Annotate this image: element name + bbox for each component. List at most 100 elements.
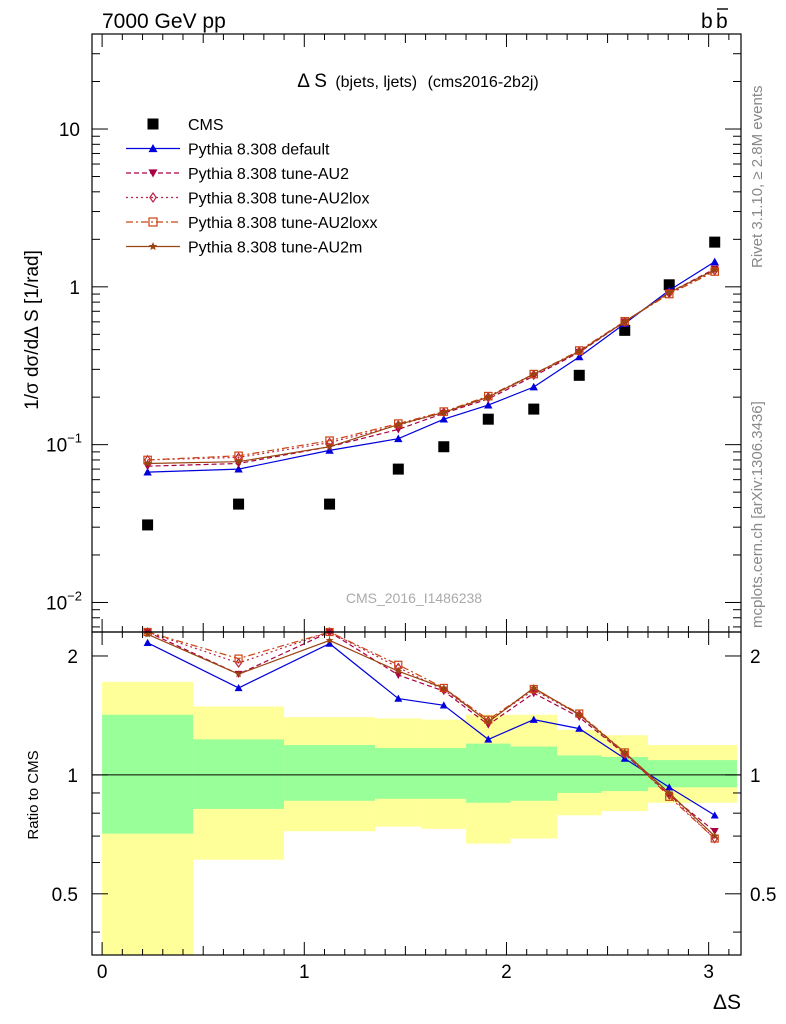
ratio-point-pythia-8-308-default-3 [394, 694, 403, 702]
y-axis-label: 1/σ dσ/dΔ S [1/rad] [22, 250, 43, 410]
plot-title: Δ S (bjets, ljets) (cms2016-2b2j) [297, 71, 538, 92]
ratio-point-pythia-8-308-default-10 [710, 811, 719, 819]
point-cms-8 [619, 324, 631, 336]
ratio-point-pythia-8-308-tune-au2m-2 [325, 636, 334, 644]
legend: CMS Pythia 8.308 default Pythia 8.308 tune… [126, 117, 377, 257]
series-cms [142, 236, 721, 531]
point-pythia-8-308-tune-au2m-6 [529, 369, 538, 378]
x-tick-label-2: 2 [501, 962, 512, 983]
green-band-8 [601, 756, 648, 792]
line-pythia-8-308-tune-au2m [147, 269, 715, 465]
legend-marker-cms [147, 118, 159, 130]
series-pythia-8-308-tune-au2 [143, 265, 719, 471]
main-plot-series [142, 236, 721, 531]
series-pythia-8-308-default [143, 257, 719, 476]
y-tick-label-exp-0: −2 [67, 588, 82, 603]
plot-title-sub2: (cms2016-2b2j) [428, 74, 539, 91]
ratio-point-pythia-8-308-tune-au2m-9 [665, 789, 673, 797]
legend-label-pythia-8-308-tune-au2m: Pythia 8.308 tune-AU2m [188, 240, 362, 257]
green-band-2 [284, 745, 376, 801]
ratio-point-pythia-8-308-tune-au2m-8 [620, 748, 629, 756]
legend-label-pythia-8-308-tune-au2loxx: Pythia 8.308 tune-AU2loxx [188, 215, 377, 232]
point-cms-10 [709, 236, 721, 248]
point-pythia-8-308-default-4 [439, 414, 448, 423]
legend-marker-pythia-8-308-default [148, 144, 158, 153]
green-band-7 [557, 755, 602, 793]
series-pythia-8-308-tune-au2loxx [143, 267, 720, 465]
ratio-frame [91, 631, 742, 956]
line-pythia-8-308-tune-au2 [147, 268, 715, 467]
series-pythia-8-308-tune-au2lox [143, 265, 719, 466]
green-band-6 [510, 746, 558, 801]
point-pythia-8-308-tune-au2m-4 [439, 408, 448, 416]
ratio-point-pythia-8-308-tune-au2m-10 [710, 832, 719, 840]
ratio-tick-label-left-2: 2 [67, 647, 78, 668]
point-pythia-8-308-tune-au2-0 [143, 462, 152, 471]
ratio-tick-label-right-0: 0.5 [750, 885, 776, 906]
ratio-uncertainty-bands [102, 681, 737, 955]
legend-marker-pythia-8-308-tune-au2 [148, 169, 158, 178]
point-pythia-8-308-tune-au2m-9 [665, 288, 674, 296]
point-pythia-8-308-tune-au2m-3 [394, 420, 403, 428]
point-pythia-8-308-tune-au2loxx-5 [483, 391, 493, 401]
line-pythia-8-308-tune-au2lox [147, 269, 715, 461]
ratio-point-pythia-8-308-tune-au2m-3 [394, 667, 403, 675]
point-cms-1 [233, 498, 245, 510]
point-cms-5 [482, 413, 494, 425]
y-tick-label-1: 10−1 [46, 431, 82, 457]
line-pythia-8-308-default [147, 261, 716, 473]
point-cms-0 [142, 519, 154, 531]
ratio-point-pythia-8-308-default-7 [575, 724, 584, 732]
ratio-tick-label-right-1: 1 [750, 766, 761, 787]
point-pythia-8-308-tune-au2m-2 [325, 442, 334, 451]
point-cms-7 [573, 369, 585, 381]
green-band-9 [647, 760, 737, 788]
point-pythia-8-308-default-10 [710, 257, 719, 266]
point-pythia-8-308-tune-au2m-5 [484, 392, 493, 401]
point-cms-6 [528, 403, 540, 415]
y-tick-label-base-1: 10 [46, 436, 67, 457]
header-energy: 7000 GeV pp [102, 10, 226, 33]
point-pythia-8-308-tune-au2m-1 [234, 457, 243, 466]
legend-label-pythia-8-308-default: Pythia 8.308 default [188, 142, 330, 159]
y-tick-label-3: 10 [59, 120, 80, 141]
ratio-point-pythia-8-308-tune-au2m-6 [530, 683, 538, 692]
green-band-0 [102, 714, 194, 834]
point-cms-4 [438, 441, 450, 453]
ratio-point-pythia-8-308-tune-au2-10 [710, 828, 719, 836]
header-process-b: b [701, 10, 713, 33]
point-cms-9 [663, 279, 675, 291]
point-pythia-8-308-tune-au2m-10 [710, 265, 719, 274]
green-band-1 [193, 739, 285, 809]
legend-label-pythia-8-308-tune-au2: Pythia 8.308 tune-AU2 [188, 166, 349, 183]
plot-title-main: Δ S [297, 71, 327, 92]
point-cms-3 [392, 463, 404, 475]
y-tick-label-exp-1: −1 [67, 431, 82, 446]
point-pythia-8-308-default-0 [143, 467, 152, 476]
ratio-point-pythia-8-308-default-5 [484, 735, 493, 743]
green-band-3 [375, 747, 422, 799]
ratio-point-pythia-8-308-default-9 [665, 783, 674, 791]
ratio-y-axis-label: Ratio to CMS [25, 750, 42, 839]
legend-label-pythia-8-308-tune-au2lox: Pythia 8.308 tune-AU2lox [188, 191, 369, 208]
ratio-tick-label-right-2: 2 [750, 647, 761, 668]
legend-marker-pythia-8-308-tune-au2loxx [148, 217, 158, 227]
point-pythia-8-308-default-1 [234, 464, 243, 473]
point-pythia-8-308-tune-au2loxx-8 [620, 316, 630, 326]
point-pythia-8-308-tune-au2loxx-7 [574, 346, 584, 355]
rivet-label: Rivet 3.1.10, ≥ 2.8M events [749, 86, 766, 269]
legend-marker-pythia-8-308-tune-au2lox [149, 191, 157, 204]
legend-label-cms: CMS [188, 117, 224, 134]
x-tick-label-1: 1 [299, 962, 310, 983]
y-tick-label-0: 10−2 [46, 588, 82, 614]
ratio-series-pythia-8-308-tune-au2m [143, 630, 719, 840]
analysis-watermark: CMS_2016_I1486238 [346, 590, 482, 606]
point-cms-2 [324, 498, 336, 510]
ratio-point-pythia-8-308-tune-au2m-0 [143, 630, 152, 638]
x-axis-label: ΔS [713, 991, 741, 1014]
green-band-4 [421, 747, 467, 799]
ratio-tick-label-left-0: 0.5 [52, 885, 78, 906]
line-pythia-8-308-tune-au2loxx [147, 270, 715, 461]
